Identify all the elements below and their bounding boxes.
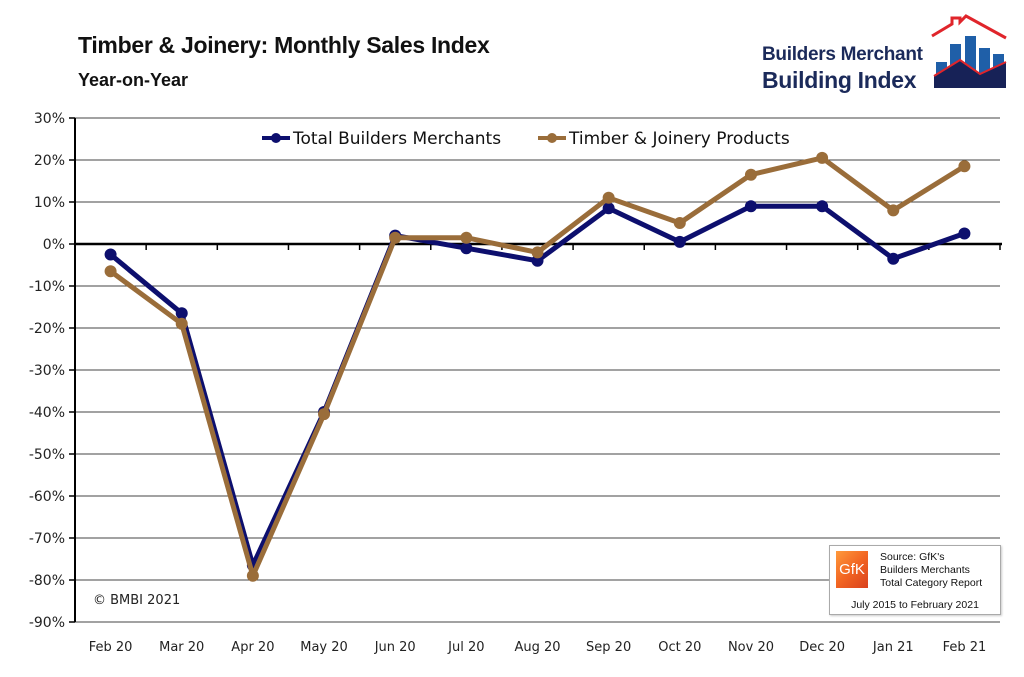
data-point xyxy=(175,307,188,320)
y-tick-label: -10% xyxy=(29,279,65,295)
x-tick-label: Feb 21 xyxy=(943,640,987,655)
data-point xyxy=(673,217,686,229)
y-tick-label: 20% xyxy=(34,153,65,169)
logo-text-line1: Builders Merchant xyxy=(762,44,923,65)
source-line-1: Source: GfK's xyxy=(880,551,945,563)
data-point xyxy=(958,227,971,240)
x-tick-label: Aug 20 xyxy=(514,640,560,655)
y-tick-label: -60% xyxy=(29,489,65,505)
x-tick-label: May 20 xyxy=(300,640,348,655)
x-tick-label: Apr 20 xyxy=(231,640,274,655)
source-box: GfK Source: GfK's Builders Merchants Tot… xyxy=(829,545,1001,615)
x-tick-label: Jun 20 xyxy=(374,640,416,655)
data-point xyxy=(460,231,473,244)
gfk-logo-icon: GfK xyxy=(836,551,868,588)
grid-lines xyxy=(75,117,1000,623)
data-point xyxy=(887,252,900,265)
data-point xyxy=(602,191,615,204)
house-bar-chart-logo-icon xyxy=(931,14,1007,88)
legend-label-total: Total Builders Merchants xyxy=(292,129,501,149)
data-point xyxy=(887,204,900,217)
x-tick-label: Dec 20 xyxy=(799,640,845,655)
data-point xyxy=(104,248,117,261)
legend-label-timber: Timber & Joinery Products xyxy=(568,129,790,149)
y-tick-label: -40% xyxy=(29,405,65,421)
data-point xyxy=(531,246,544,259)
y-tick-label: -80% xyxy=(29,573,65,589)
series-lines xyxy=(104,151,971,582)
axes xyxy=(69,117,1002,623)
y-tick-label: 30% xyxy=(34,111,65,127)
y-tick-label: -30% xyxy=(29,363,65,379)
source-text: Source: GfK's Builders Merchants Total C… xyxy=(880,551,982,590)
x-tick-label: Feb 20 xyxy=(89,640,133,655)
y-tick-label: -50% xyxy=(29,447,65,463)
y-tick-label: -20% xyxy=(29,321,65,337)
bmbi-logo: Builders Merchant Building Index xyxy=(760,14,1010,94)
legend-item-timber: Timber & Joinery Products xyxy=(538,129,790,149)
x-tick-label: Sep 20 xyxy=(586,640,631,655)
x-tick-label: Nov 20 xyxy=(728,640,774,655)
chart-subtitle: Year-on-Year xyxy=(78,70,189,90)
data-point xyxy=(816,151,829,164)
legend-item-total: Total Builders Merchants xyxy=(262,129,501,149)
x-tick-labels: Feb 20 Mar 20 Apr 20 May 20 Jun 20 Jul 20 Aug … xyxy=(89,640,987,655)
x-tick-label: Jan 21 xyxy=(872,640,914,655)
y-tick-label: -70% xyxy=(29,531,65,547)
legend: Total Builders Merchants Timber & Joiner… xyxy=(262,129,790,149)
data-point xyxy=(816,200,829,213)
source-line-2: Builders Merchants xyxy=(880,564,970,576)
copyright-text: © BMBI 2021 xyxy=(93,593,180,608)
x-tick-label: Jul 20 xyxy=(447,640,484,655)
y-tick-label: 10% xyxy=(34,195,65,211)
data-point xyxy=(744,200,757,213)
series-timber-joinery-products xyxy=(104,151,971,582)
logo-text-line2: Building Index xyxy=(762,67,917,93)
data-point xyxy=(389,231,402,244)
data-point xyxy=(744,168,757,181)
chart-title: Timber & Joinery: Monthly Sales Index xyxy=(78,32,490,58)
data-point xyxy=(460,242,473,255)
x-tick-label: Oct 20 xyxy=(658,640,701,655)
x-tick-label: Mar 20 xyxy=(159,640,204,655)
data-point xyxy=(958,160,971,173)
data-point xyxy=(104,265,117,278)
data-point xyxy=(602,202,615,215)
data-point xyxy=(673,235,686,248)
source-line-3: Total Category Report xyxy=(880,577,983,589)
y-tick-label: 0% xyxy=(43,237,65,253)
source-date-range: July 2015 to February 2021 xyxy=(851,599,979,611)
y-tick-label: -90% xyxy=(29,615,65,631)
data-point xyxy=(318,408,331,421)
data-point xyxy=(175,317,188,330)
y-tick-labels: 30% 20% 10% 0% -10% -20% -30% -40% -50% -60% -70% -… xyxy=(29,111,65,631)
data-point xyxy=(531,254,544,267)
data-point xyxy=(246,569,259,582)
